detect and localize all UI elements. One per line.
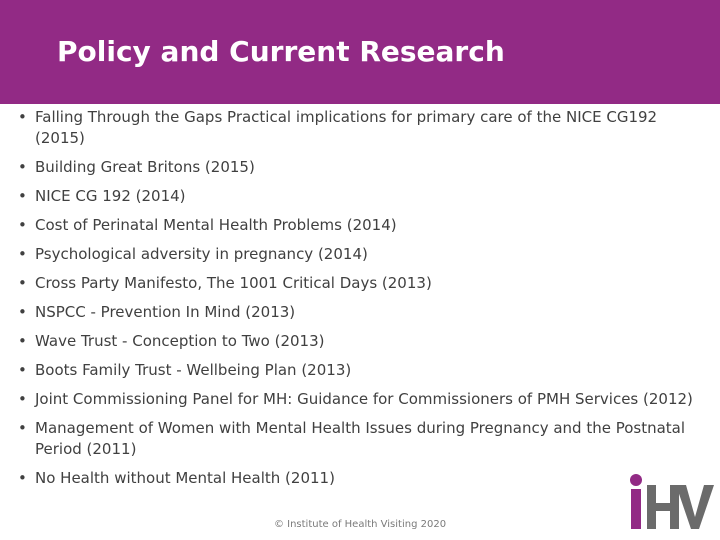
bullet-item: Building Great Britons (2015) <box>15 157 705 178</box>
bullet-item: NICE CG 192 (2014) <box>15 186 705 207</box>
header-band: Policy and Current Research <box>0 0 720 104</box>
slide-title: Policy and Current Research <box>57 35 505 68</box>
logo-h-bar <box>647 503 677 511</box>
logo-i-stem <box>631 489 641 529</box>
bullet-list: Falling Through the Gaps Practical impli… <box>15 107 705 497</box>
bullet-item: NSPCC - Prevention In Mind (2013) <box>15 302 705 323</box>
logo-h-right <box>670 485 679 529</box>
logo-i-dot <box>630 474 642 486</box>
bullet-item: Psychological adversity in pregnancy (20… <box>15 244 705 265</box>
bullet-item: Falling Through the Gaps Practical impli… <box>15 107 705 149</box>
bullet-item: Boots Family Trust - Wellbeing Plan (201… <box>15 360 705 381</box>
copyright-footer: © Institute of Health Visiting 2020 <box>273 519 447 530</box>
ihv-logo <box>630 474 714 529</box>
bullet-item: Joint Commissioning Panel for MH: Guidan… <box>15 389 705 410</box>
bullet-item: Wave Trust - Conception to Two (2013) <box>15 331 705 352</box>
bullet-item: Management of Women with Mental Health I… <box>15 418 705 460</box>
bullet-item: No Health without Mental Health (2011) <box>15 468 705 489</box>
bullet-item: Cost of Perinatal Mental Health Problems… <box>15 215 705 236</box>
bullet-item: Cross Party Manifesto, The 1001 Critical… <box>15 273 705 294</box>
logo-v <box>676 485 714 529</box>
